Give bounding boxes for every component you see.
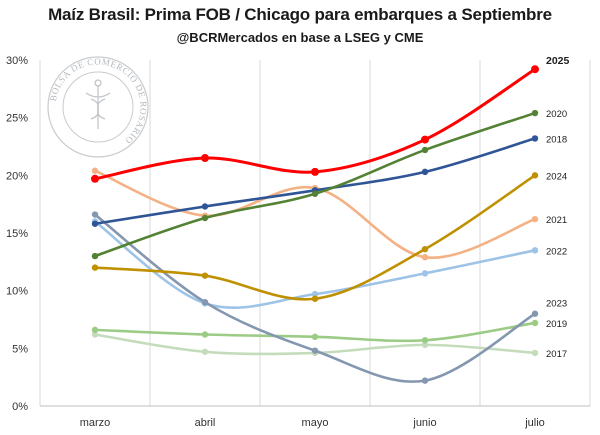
- data-point: [201, 214, 209, 222]
- seal-outer-ring: [47, 56, 149, 158]
- series-label-2019: 2019: [546, 319, 567, 330]
- data-point: [531, 135, 539, 142]
- series-label-2022: 2022: [546, 246, 567, 257]
- data-point: [201, 203, 209, 210]
- data-point: [91, 211, 99, 218]
- data-point: [421, 377, 429, 384]
- y-tick-label: 10%: [6, 286, 28, 298]
- series-2025: [91, 65, 539, 183]
- series-2022: [91, 218, 539, 310]
- data-point: [421, 337, 429, 344]
- data-point: [421, 270, 429, 277]
- series-line: [93, 137, 537, 226]
- data-point: [311, 347, 319, 354]
- data-point: [531, 310, 539, 317]
- series-line: [93, 67, 537, 181]
- data-point: [311, 290, 319, 298]
- x-tick-label: abril: [195, 417, 216, 429]
- data-point: [201, 299, 209, 306]
- series-2019: [91, 319, 539, 344]
- data-point: [421, 135, 429, 144]
- data-point: [91, 220, 99, 227]
- data-point: [91, 264, 99, 271]
- x-tick-label: mayo: [302, 417, 329, 429]
- data-point: [201, 348, 209, 355]
- data-point: [201, 331, 209, 338]
- chart-title: Maíz Brasil: Prima FOB / Chicago para em…: [48, 5, 552, 24]
- series-label-2021: 2021: [546, 215, 567, 226]
- series-2024: [91, 172, 539, 302]
- data-point: [311, 295, 319, 302]
- data-point: [201, 154, 209, 163]
- series-line: [93, 111, 537, 258]
- data-point: [91, 326, 99, 334]
- series-label-2020: 2020: [546, 109, 567, 120]
- data-point: [531, 172, 539, 179]
- data-point: [531, 247, 539, 254]
- data-point: [311, 333, 319, 340]
- data-point: [421, 168, 429, 176]
- y-tick-label: 30%: [6, 55, 28, 67]
- data-point: [421, 146, 429, 154]
- data-point: [421, 254, 429, 261]
- data-point: [421, 245, 429, 253]
- data-point: [531, 109, 539, 117]
- y-tick-label: 0%: [12, 401, 28, 413]
- data-point: [531, 319, 539, 327]
- data-point: [91, 167, 99, 174]
- y-tick-label: 15%: [6, 228, 28, 240]
- x-tick-label: julio: [524, 417, 545, 429]
- watermark-seal: BOLSA DE COMERCIO DE ROSARIO: [47, 56, 149, 158]
- data-point: [531, 65, 539, 74]
- series-2018: [91, 135, 539, 227]
- seal-emblem: [85, 79, 111, 129]
- series-label-2017: 2017: [546, 349, 567, 360]
- seal-inner-ring: [62, 71, 134, 143]
- x-tick-label: marzo: [80, 417, 111, 429]
- y-tick-label: 5%: [12, 343, 28, 355]
- data-point: [531, 349, 539, 357]
- data-point: [91, 252, 99, 260]
- series-lines: [91, 65, 539, 384]
- series-labels: 2017 2019 2022 2023 2021 2024 2018 2020 2025: [546, 55, 570, 360]
- data-point: [421, 341, 429, 349]
- grid-lines: [39, 60, 591, 406]
- data-point: [531, 215, 539, 223]
- series-label-2018: 2018: [546, 134, 567, 145]
- series-label-2025: 2025: [546, 55, 570, 67]
- series-label-2023: 2023: [546, 299, 567, 310]
- data-point: [311, 190, 319, 197]
- y-tick-label: 20%: [6, 170, 28, 182]
- series-label-2024: 2024: [546, 171, 567, 182]
- series-2020: [91, 109, 539, 260]
- data-point: [311, 167, 319, 176]
- x-tick-label: junio: [412, 417, 436, 429]
- y-tick-label: 25%: [6, 113, 28, 125]
- data-point: [91, 331, 99, 338]
- data-point: [201, 272, 209, 279]
- axes: 0% 5% 10% 15% 20% 25% 30% marzo abril mayo junio ju…: [6, 55, 590, 429]
- chart-subtitle: @BCRMercados en base a LSEG y CME: [176, 30, 424, 45]
- data-point: [91, 174, 99, 183]
